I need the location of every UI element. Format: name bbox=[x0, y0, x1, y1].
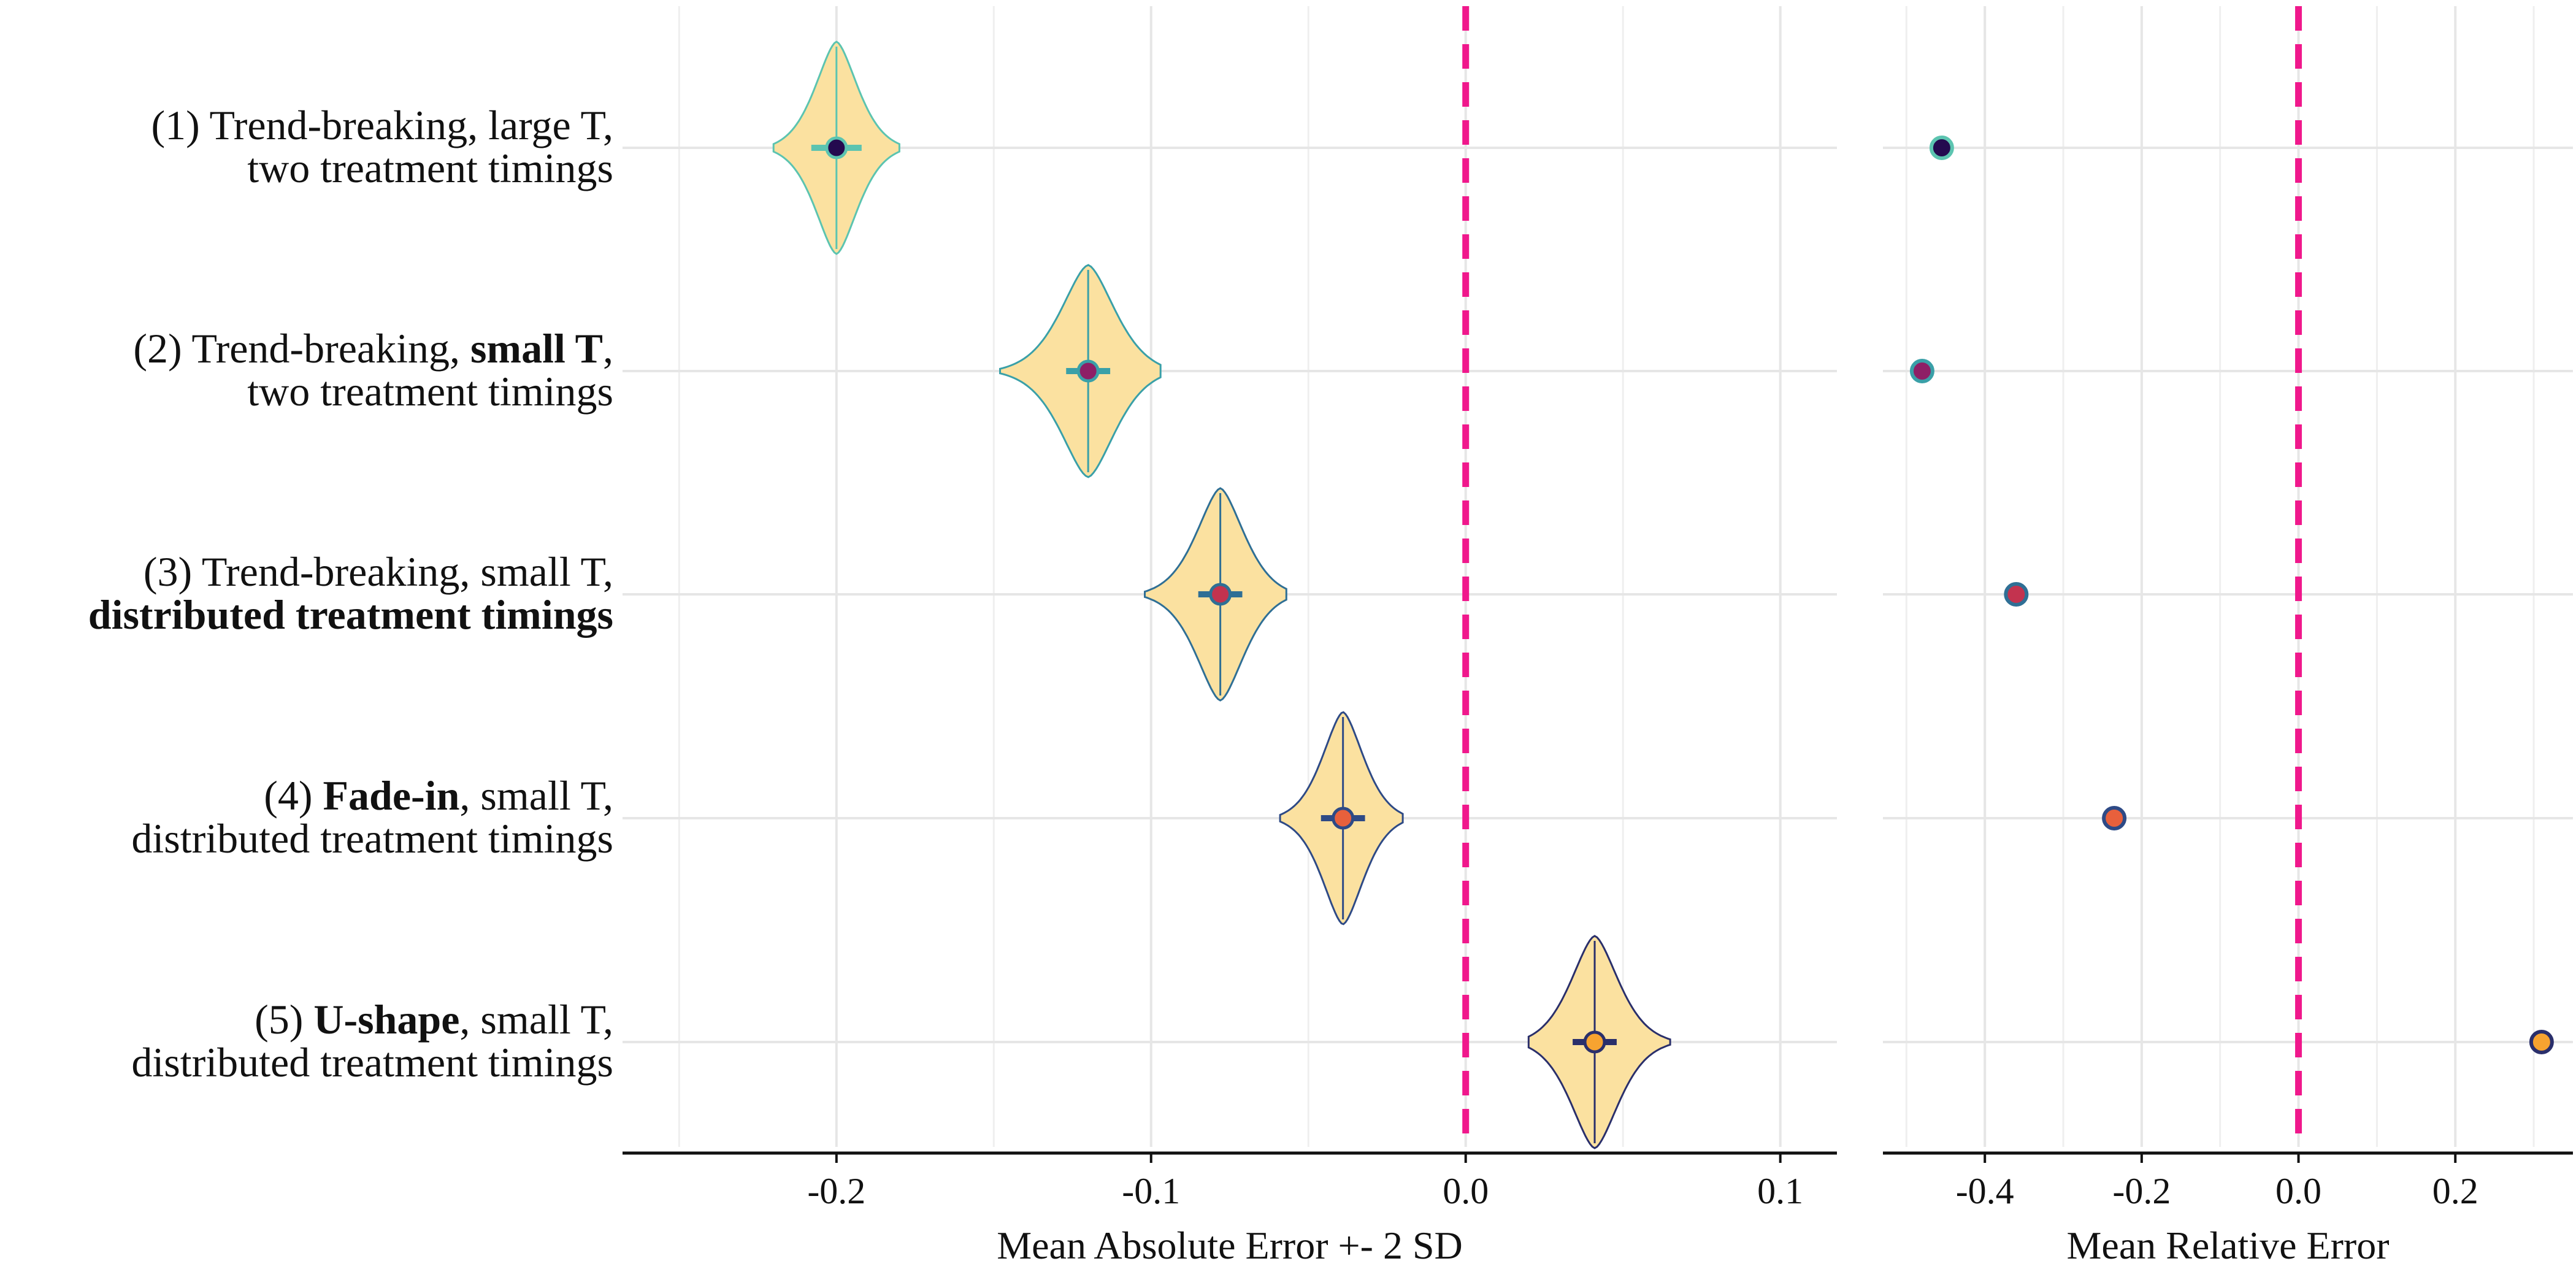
row-label-segment: , small T, bbox=[459, 996, 613, 1043]
relative-error-point-3 bbox=[2004, 582, 2029, 607]
row-label-segment: two treatment timings bbox=[247, 368, 613, 415]
row-label-segment: U-shape bbox=[313, 996, 459, 1043]
row-label-segment: , bbox=[603, 325, 613, 372]
mean-point-3 bbox=[1209, 583, 1232, 606]
row-label-4-line1: (4) Fade-in, small T, bbox=[264, 772, 613, 819]
row-label-1-line1: (1) Trend-breaking, large T, bbox=[151, 102, 613, 148]
left-tick-label: -0.1 bbox=[1122, 1171, 1180, 1211]
relative-error-point-4 bbox=[2102, 806, 2127, 830]
row-label-3-line2: distributed treatment timings bbox=[88, 591, 613, 638]
row-label-2-line1: (2) Trend-breaking, small T, bbox=[133, 325, 613, 372]
left-axis-title: Mean Absolute Error +- 2 SD bbox=[997, 1224, 1463, 1267]
row-label-segment: distributed treatment timings bbox=[131, 815, 613, 862]
right-tick-label: -0.4 bbox=[1956, 1171, 2014, 1211]
relative-error-point-1 bbox=[1929, 136, 1954, 160]
row-label-segment: Fade-in bbox=[323, 772, 460, 819]
left-panel-absolute-error: -0.2 -0.1 0.0 0.1 Mean Absolute Error +- 2 S… bbox=[623, 6, 1837, 1267]
row-label-4-line2: distributed treatment timings bbox=[131, 815, 613, 862]
left-tick-label: 0.0 bbox=[1443, 1171, 1489, 1211]
row-label-segment: (5) bbox=[255, 996, 313, 1043]
row-label-segment: (2) Trend-breaking, bbox=[133, 325, 470, 372]
row-label-segment: distributed treatment timings bbox=[131, 1039, 613, 1086]
row-label-2-line2: two treatment timings bbox=[247, 368, 613, 415]
row-label-1-line2: two treatment timings bbox=[247, 145, 613, 191]
right-panel-relative-error: -0.4 -0.2 0.0 0.2 Mean Relative Error bbox=[1883, 6, 2573, 1267]
right-tick-label: 0.0 bbox=[2275, 1171, 2321, 1211]
right-tick-label: -0.2 bbox=[2112, 1171, 2171, 1211]
mean-point-1 bbox=[825, 136, 848, 159]
right-tick-label: 0.2 bbox=[2432, 1171, 2478, 1211]
row-label-segment: distributed treatment timings bbox=[88, 591, 613, 638]
row-label-segment: (4) bbox=[264, 772, 323, 819]
row-label-segment: (3) Trend-breaking, small T, bbox=[144, 548, 613, 595]
row-label-segment: (1) Trend-breaking, large T, bbox=[151, 102, 613, 148]
row-label-5-line2: distributed treatment timings bbox=[131, 1039, 613, 1086]
row-labels: (1) Trend-breaking, large T,two treatmen… bbox=[88, 102, 613, 1086]
row-label-segment: small T bbox=[470, 325, 603, 372]
mean-point-5 bbox=[1583, 1030, 1606, 1054]
left-tick-label: 0.1 bbox=[1757, 1171, 1803, 1211]
mean-point-4 bbox=[1332, 807, 1355, 830]
mean-point-2 bbox=[1076, 359, 1100, 383]
row-label-3-line1: (3) Trend-breaking, small T, bbox=[144, 548, 613, 595]
row-label-segment: , small T, bbox=[459, 772, 613, 819]
relative-error-point-2 bbox=[1909, 359, 1934, 383]
row-label-segment: two treatment timings bbox=[247, 145, 613, 191]
left-tick-label: -0.2 bbox=[807, 1171, 865, 1211]
relative-error-point-5 bbox=[2529, 1030, 2554, 1054]
right-axis-title: Mean Relative Error bbox=[2067, 1224, 2390, 1267]
row-label-5-line1: (5) U-shape, small T, bbox=[255, 996, 613, 1043]
